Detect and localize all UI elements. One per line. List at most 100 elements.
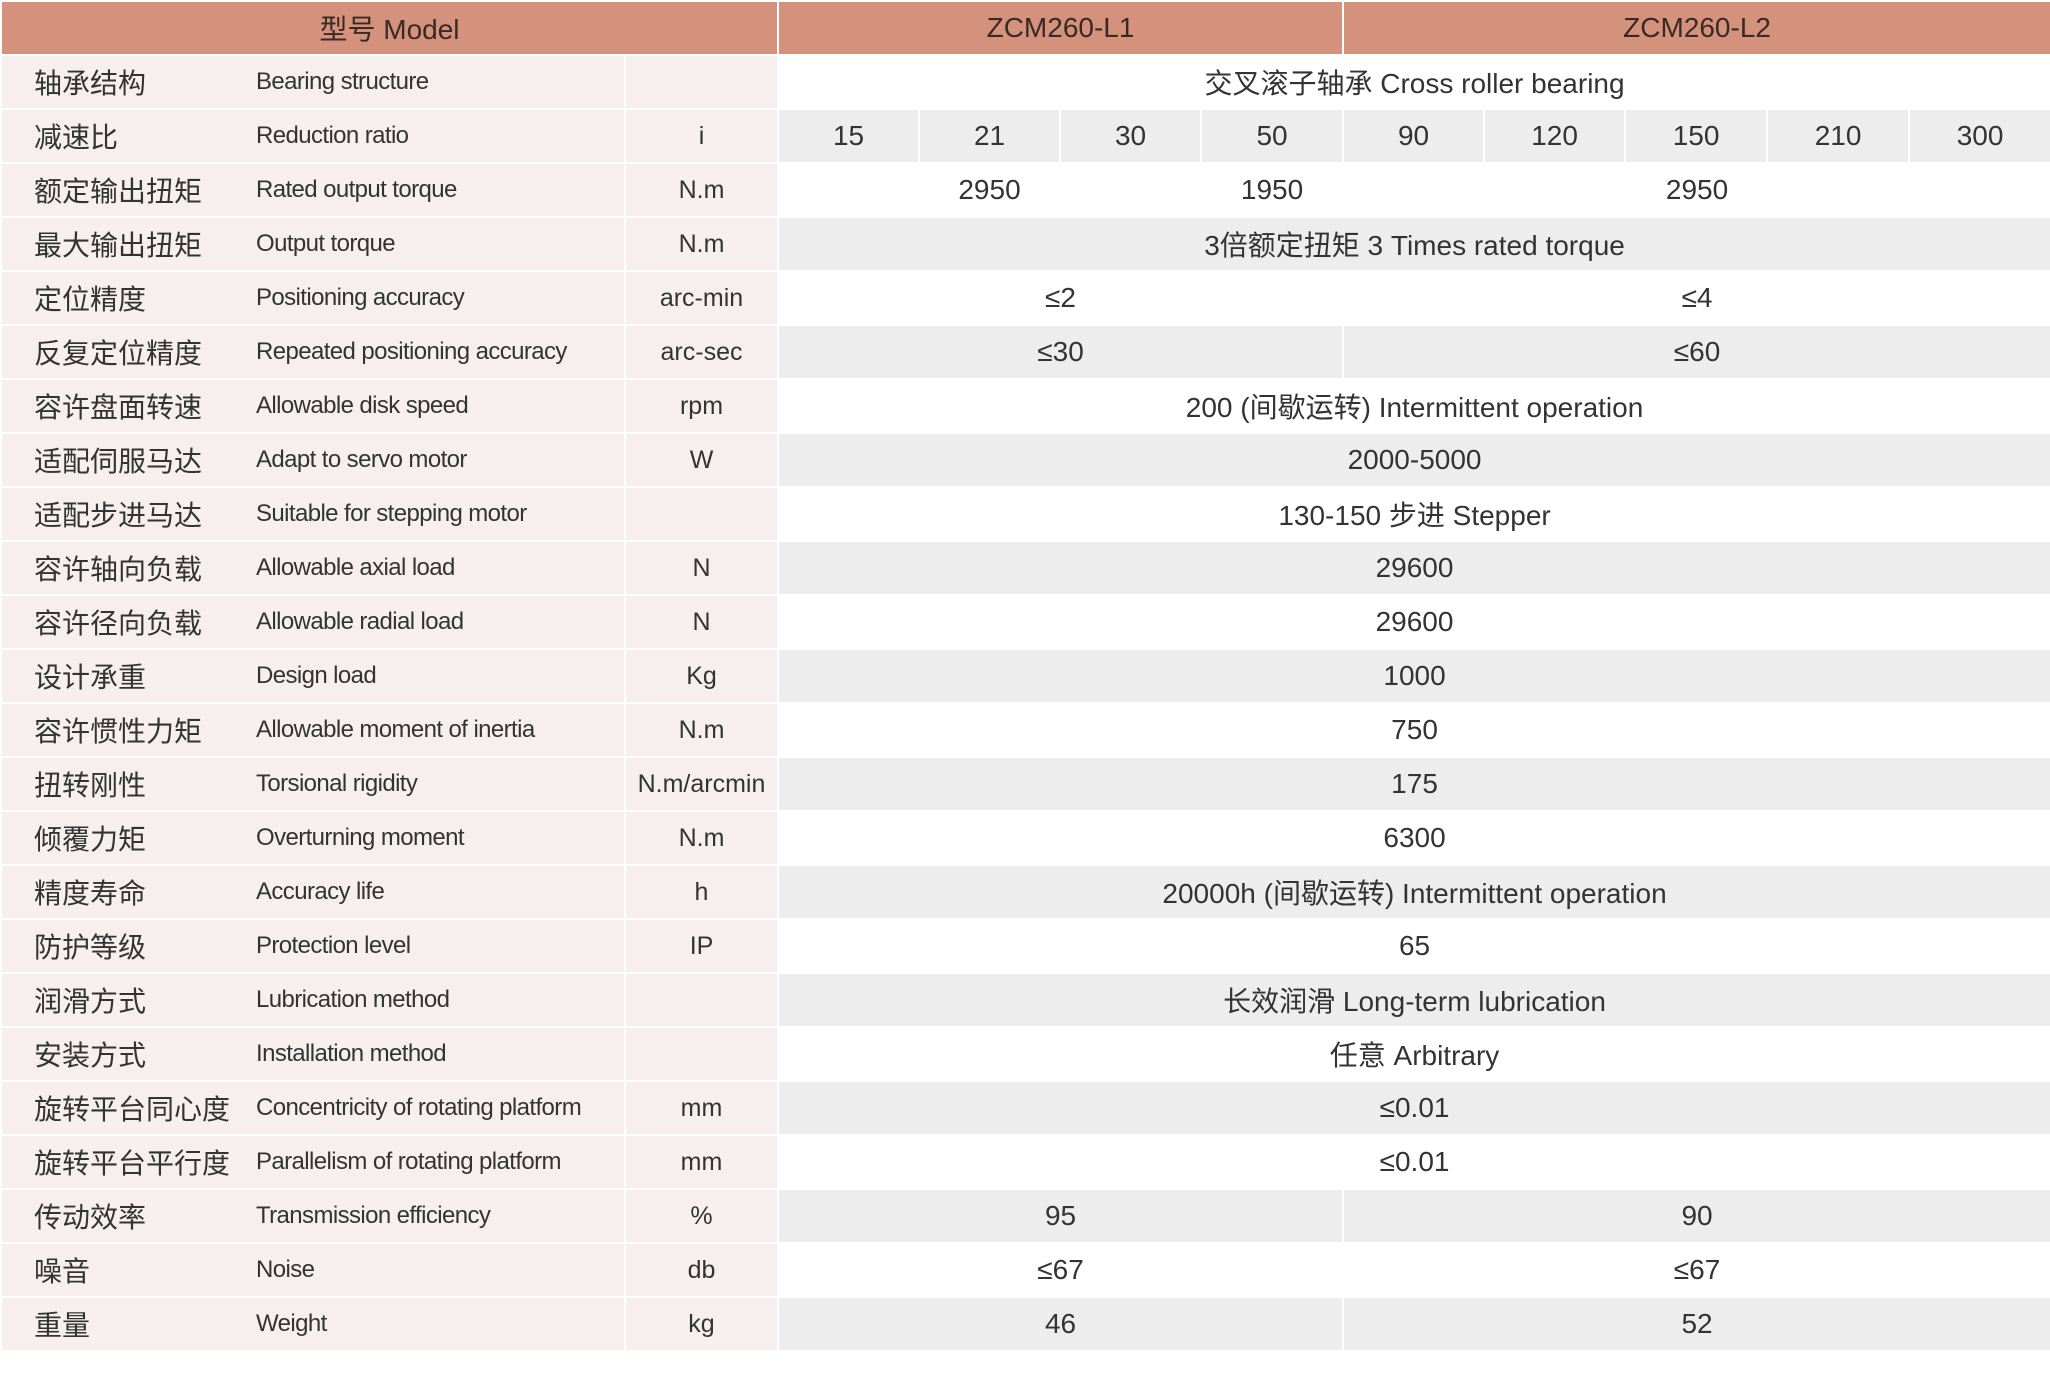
value-cell: 90	[1342, 1188, 2050, 1244]
row-label: 最大输出扭矩 Output torque	[0, 216, 626, 272]
value-cell: ≤2	[777, 270, 1345, 326]
label-chinese: 扭转刚性	[34, 770, 147, 801]
unit-cell	[623, 1026, 780, 1082]
unit-cell: mm	[623, 1080, 780, 1136]
label-chinese: 适配步进马达	[34, 500, 203, 531]
value-cell: 52	[1342, 1296, 2050, 1352]
value-cell: 90	[1342, 108, 1486, 164]
table-row: 设计承重 Design load Kg 1000	[0, 648, 2050, 704]
row-label: 扭转刚性 Torsional rigidity	[0, 756, 626, 812]
model-l2-header: ZCM260-L2	[1342, 0, 2050, 56]
row-label: 精度寿命 Accuracy life	[0, 864, 626, 920]
value-cell: 29600	[777, 594, 2050, 650]
value-cell: 210	[1766, 108, 1911, 164]
value-cell: ≤67	[777, 1242, 1345, 1298]
label-english: Design load	[256, 662, 377, 689]
label-english: Suitable for stepping motor	[256, 500, 527, 527]
label-chinese: 容许轴向负载	[34, 554, 203, 585]
label-english: Allowable axial load	[256, 554, 455, 581]
value-cell: 21	[918, 108, 1062, 164]
unit-cell	[623, 972, 780, 1028]
row-label: 设计承重 Design load	[0, 648, 626, 704]
model-header: 型号 Model	[0, 0, 780, 56]
label-english: Noise	[256, 1256, 315, 1283]
value-cell: 65	[777, 918, 2050, 974]
label-chinese: 最大输出扭矩	[34, 230, 203, 261]
row-label: 适配步进马达 Suitable for stepping motor	[0, 486, 626, 542]
value-cell: 1000	[777, 648, 2050, 704]
value-cell: 750	[777, 702, 2050, 758]
label-english: Overturning moment	[256, 824, 465, 851]
label-chinese: 减速比	[34, 122, 119, 153]
table-row: 最大输出扭矩 Output torque N.m 3倍额定扭矩 3 Times rat…	[0, 216, 2050, 272]
value-cell: 3倍额定扭矩 3 Times rated torque	[777, 216, 2050, 272]
value-cell: 30	[1059, 108, 1203, 164]
label-chinese: 容许径向负载	[34, 608, 203, 639]
unit-cell: N	[623, 540, 780, 596]
table-row: 安装方式 Installation method 任意 Arbitrary	[0, 1026, 2050, 1082]
table-row: 容许盘面转速 Allowable disk speed rpm 200 (间歇运转) …	[0, 378, 2050, 434]
unit-cell: IP	[623, 918, 780, 974]
unit-cell: N.m	[623, 162, 780, 218]
label-chinese: 反复定位精度	[34, 338, 203, 369]
label-english: Lubrication method	[256, 986, 450, 1013]
label-english: Rated output torque	[256, 176, 457, 203]
row-label: 旋转平台同心度 Concentricity of rotating platfor…	[0, 1080, 626, 1136]
row-label: 定位精度 Positioning accuracy	[0, 270, 626, 326]
label-chinese: 轴承结构	[34, 68, 147, 99]
table-row: 容许轴向负载 Allowable axial load N 29600	[0, 540, 2050, 596]
label-english: Accuracy life	[256, 878, 385, 905]
label-english: Allowable radial load	[256, 608, 464, 635]
table-row: 传动效率 Transmission efficiency% 95 90	[0, 1188, 2050, 1244]
value-cell: 150	[1624, 108, 1769, 164]
row-label: 润滑方式 Lubrication method	[0, 972, 626, 1028]
value-cell: 130-150 步进 Stepper	[777, 486, 2050, 542]
table-row: 防护等级 Protection level IP 65	[0, 918, 2050, 974]
label-english: Repeated positioning accuracy	[256, 338, 567, 365]
unit-cell: Kg	[623, 648, 780, 704]
table-row: 润滑方式 Lubrication method 长效润滑 Long-term lub…	[0, 972, 2050, 1028]
table-row: 旋转平台同心度 Concentricity of rotating platfor…	[0, 1080, 2050, 1136]
unit-cell: N.m	[623, 702, 780, 758]
unit-cell	[623, 486, 780, 542]
table-row: 定位精度 Positioning accuracy arc-min ≤2 ≤4	[0, 270, 2050, 326]
unit-cell: arc-min	[623, 270, 780, 326]
value-cell: ≤0.01	[777, 1080, 2050, 1136]
row-label: 旋转平台平行度 Parallelism of rotating platform	[0, 1134, 626, 1190]
row-label: 适配伺服马达 Adapt to servo motor	[0, 432, 626, 488]
unit-cell: N.m	[623, 810, 780, 866]
value-cell: 46	[777, 1296, 1345, 1352]
value-cell: ≤0.01	[777, 1134, 2050, 1190]
spec-table: 型号 Model ZCM260-L1 ZCM260-L2 轴承结构 Bearing…	[0, 0, 2050, 1352]
label-chinese: 定位精度	[34, 284, 147, 315]
row-label: 重量 Weight	[0, 1296, 626, 1352]
label-english: Torsional rigidity	[256, 770, 418, 797]
unit-cell: i	[623, 108, 780, 164]
label-english: Concentricity of rotating platform	[256, 1094, 582, 1121]
unit-cell: rpm	[623, 378, 780, 434]
label-chinese: 适配伺服马达	[34, 446, 203, 477]
label-english: Positioning accuracy	[256, 284, 465, 311]
value-cell: 120	[1483, 108, 1627, 164]
label-english: Installation method	[256, 1040, 447, 1067]
row-label: 容许盘面转速 Allowable disk speed	[0, 378, 626, 434]
value-cell: ≤30	[777, 324, 1345, 380]
value-cell: ≤4	[1342, 270, 2050, 326]
value-cell: 任意 Arbitrary	[777, 1026, 2050, 1082]
row-label: 倾覆力矩 Overturning moment	[0, 810, 626, 866]
table-row: 额定输出扭矩 Rated output torque N.m 2950 1950 2950	[0, 162, 2050, 218]
value-cell: 29600	[777, 540, 2050, 596]
label-english: Weight	[256, 1310, 327, 1337]
table-row: 反复定位精度 Repeated positioning accuracy arc-s…	[0, 324, 2050, 380]
model-l1-header: ZCM260-L1	[777, 0, 1345, 56]
label-english: Adapt to servo motor	[256, 446, 467, 473]
unit-cell: kg	[623, 1296, 780, 1352]
unit-cell: N	[623, 594, 780, 650]
row-label: 额定输出扭矩 Rated output torque	[0, 162, 626, 218]
unit-cell: W	[623, 432, 780, 488]
table-row: 容许径向负载 Allowable radial load N 29600	[0, 594, 2050, 650]
table-row: 适配伺服马达 Adapt to servo motor W 2000-5000	[0, 432, 2050, 488]
value-cell: 2950	[1342, 162, 2050, 218]
label-english: Bearing structure	[256, 68, 429, 95]
label-english: Reduction ratio	[256, 122, 409, 149]
